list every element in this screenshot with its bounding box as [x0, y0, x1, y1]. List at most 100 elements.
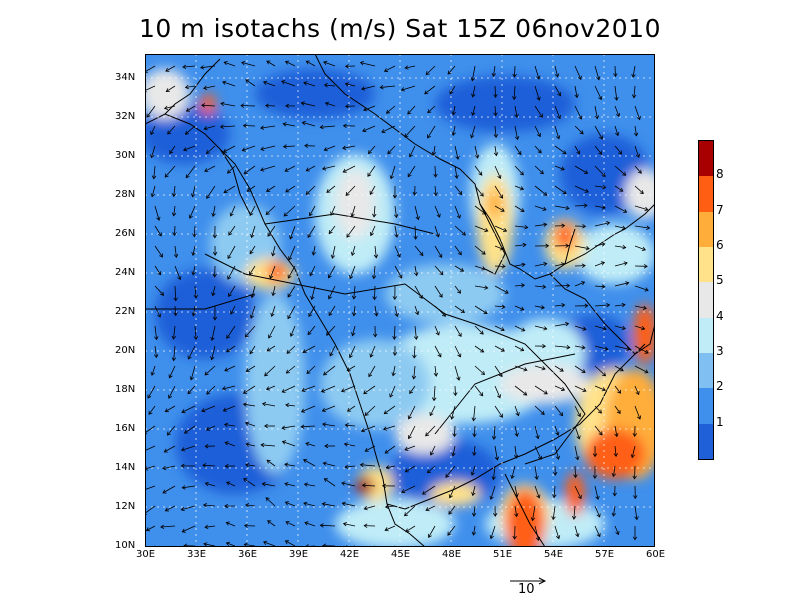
wind-arrow — [225, 442, 236, 447]
wind-arrow — [303, 82, 316, 87]
wind-arrow — [474, 285, 488, 289]
wind-arrow — [534, 185, 548, 196]
wind-arrow-head — [433, 372, 439, 377]
wind-arrow-head — [384, 449, 389, 454]
wind-arrow — [211, 325, 216, 341]
wind-arrow — [574, 85, 578, 98]
wind-arrow-head — [401, 489, 406, 494]
wind-arrow-head — [597, 409, 602, 414]
wind-arrow — [454, 225, 466, 236]
wind-arrow — [448, 505, 456, 515]
wind-arrow-head — [536, 96, 541, 101]
wind-arrow-head — [262, 80, 268, 85]
wind-arrow — [343, 523, 356, 527]
wind-arrow — [473, 525, 476, 536]
wind-arrow-head — [438, 253, 443, 258]
wind-arrow-head — [634, 516, 639, 521]
wind-arrow — [322, 165, 336, 170]
wind-arrow-head — [414, 272, 419, 277]
wind-arrow-head — [261, 482, 266, 487]
wind-arrow — [351, 245, 356, 256]
wind-arrow — [307, 325, 316, 335]
wind-arrow-head — [471, 512, 477, 517]
wind-arrow — [430, 445, 436, 456]
wind-arrow — [594, 65, 600, 80]
wind-arrow-head — [320, 388, 326, 393]
wind-arrow — [302, 122, 316, 127]
wind-arrow-head — [471, 491, 476, 497]
wind-arrow — [614, 105, 620, 117]
wind-arrow — [594, 365, 606, 376]
wind-arrow-head — [482, 210, 487, 215]
wind-arrow-head — [524, 224, 529, 230]
wind-arrow — [249, 345, 256, 354]
wind-arrow-head — [271, 252, 276, 257]
wind-arrow-head — [222, 148, 228, 153]
wind-arrow-head — [285, 188, 290, 193]
wind-arrow-head — [613, 453, 618, 458]
wind-arrow — [384, 525, 396, 531]
wind-arrow-head — [471, 93, 476, 98]
wind-arrow — [634, 105, 641, 120]
wind-arrow-head — [537, 149, 542, 154]
wind-arrow — [574, 465, 576, 478]
wind-arrow-head — [419, 251, 424, 257]
wind-arrow-head — [241, 61, 246, 66]
wind-arrow-head — [559, 412, 564, 417]
wind-arrow-head — [172, 232, 177, 237]
wind-arrow-head — [535, 435, 540, 440]
wind-arrow-head — [457, 353, 462, 358]
wind-arrow — [494, 405, 503, 418]
wind-arrow-head — [499, 413, 503, 418]
wind-arrow-head — [561, 223, 566, 228]
wind-arrow-head — [470, 77, 475, 82]
wind-arrow — [434, 245, 443, 258]
wind-arrow — [260, 145, 276, 150]
wind-arrow — [330, 205, 336, 216]
wind-arrow-head — [359, 462, 364, 468]
wind-arrow — [472, 105, 476, 116]
wind-arrow — [494, 445, 498, 460]
wind-arrow-head — [157, 232, 162, 237]
wind-arrow — [494, 325, 505, 331]
wind-arrow-head — [341, 501, 346, 506]
wind-arrow-head — [323, 478, 328, 483]
wind-arrow-head — [471, 531, 477, 536]
wind-arrow — [554, 205, 570, 209]
wind-arrow-head — [491, 476, 496, 481]
wind-arrow — [285, 404, 296, 407]
wind-arrow-head — [345, 191, 350, 196]
colorbar-segment — [699, 141, 713, 177]
wind-arrow — [168, 385, 176, 399]
wind-arrow — [425, 425, 436, 437]
wind-arrow — [309, 205, 316, 216]
wind-arrow — [594, 485, 599, 500]
wind-arrow — [634, 165, 642, 174]
wind-arrow-head — [428, 533, 432, 538]
wind-arrow — [212, 285, 216, 296]
coastlines — [145, 54, 655, 547]
wind-arrow — [373, 265, 376, 279]
wind-arrow — [614, 325, 626, 330]
wind-arrow-head — [614, 433, 619, 438]
wind-arrow-head — [157, 313, 162, 318]
wind-arrow-head — [520, 347, 525, 352]
wind-arrow — [349, 345, 356, 358]
wind-arrow — [261, 444, 276, 447]
wind-arrow — [552, 505, 556, 520]
wind-arrow — [324, 478, 336, 487]
wind-arrow-head — [635, 153, 640, 159]
wind-arrow-head — [269, 274, 274, 279]
wind-arrow-head — [223, 189, 228, 194]
latitude-tick-label: 30N — [115, 150, 136, 161]
wind-arrow-head — [515, 412, 520, 417]
wind-arrow — [304, 522, 316, 527]
wind-arrow-head — [389, 175, 394, 180]
wind-arrow — [343, 165, 356, 173]
wind-arrow — [324, 84, 336, 87]
wind-arrow-head — [145, 527, 151, 532]
wind-arrow — [306, 165, 316, 172]
wind-arrow-head — [344, 82, 349, 87]
colorbar-segment — [699, 423, 713, 459]
wind-arrow — [154, 305, 161, 318]
